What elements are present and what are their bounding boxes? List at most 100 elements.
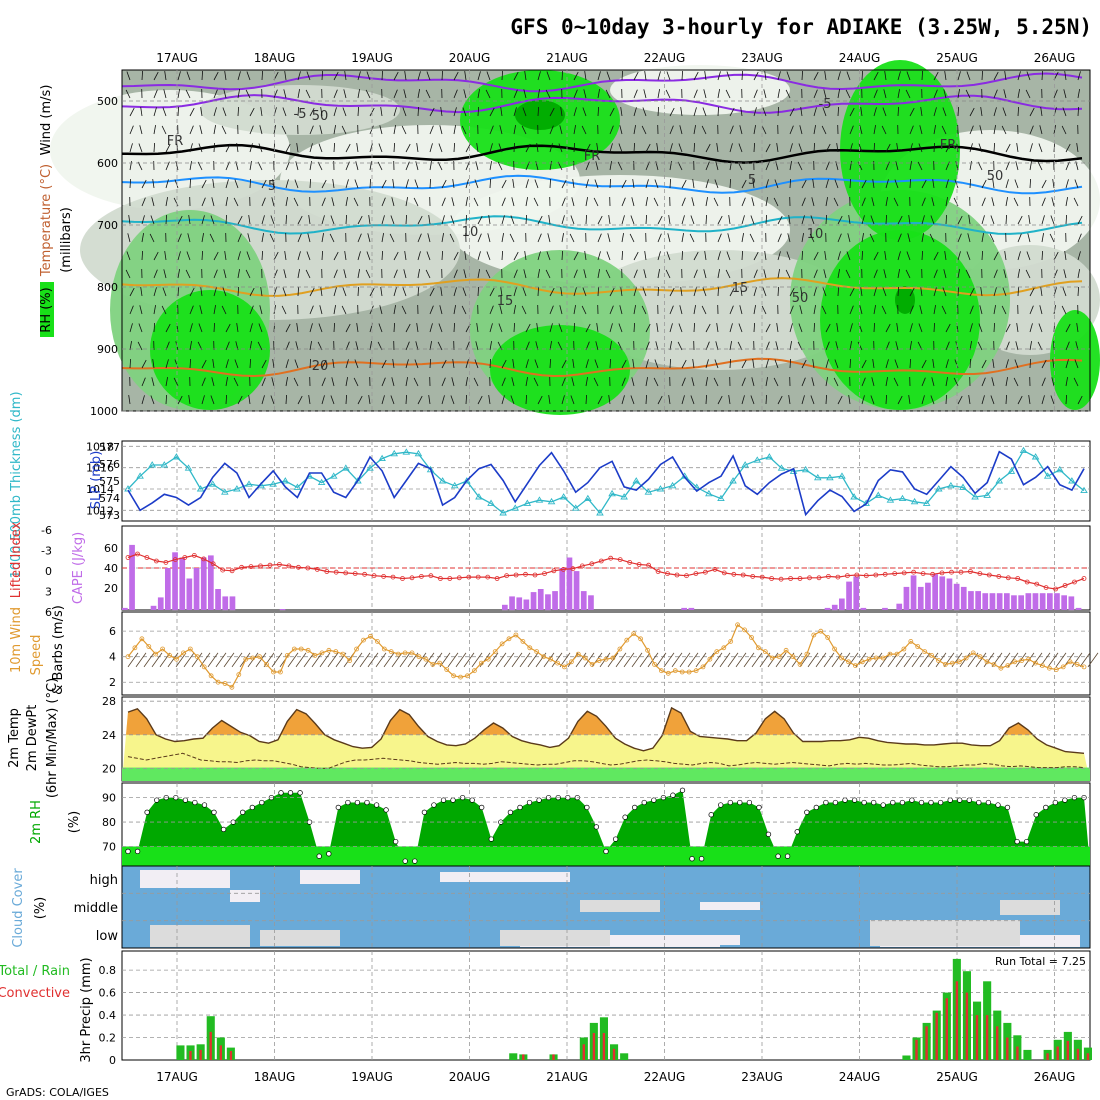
lifted-marker bbox=[286, 563, 292, 569]
wind-speed-marker bbox=[652, 662, 657, 667]
wind-barb bbox=[237, 71, 241, 81]
wind-barb bbox=[128, 215, 131, 225]
wind-barb bbox=[464, 251, 467, 261]
wind-barb bbox=[1041, 233, 1044, 243]
wind-barb bbox=[489, 107, 495, 117]
wind-speed-marker bbox=[264, 662, 270, 667]
cape-bar bbox=[537, 589, 544, 610]
wind-barb bbox=[341, 125, 347, 135]
wind-barb bbox=[813, 322, 815, 333]
wind-barb bbox=[248, 395, 251, 405]
wind-barb bbox=[1052, 179, 1055, 189]
wind-barb bbox=[309, 341, 312, 351]
wind-barb bbox=[620, 107, 623, 117]
wind-barb bbox=[681, 377, 686, 387]
wind-barb bbox=[308, 215, 311, 225]
wind-speed-marker bbox=[575, 651, 581, 657]
wind-barb bbox=[741, 395, 745, 405]
wind-barb bbox=[173, 377, 179, 387]
lifted-marker bbox=[172, 557, 178, 562]
slp-tick: 1014 bbox=[86, 483, 114, 496]
wind-barb-10m bbox=[1087, 652, 1099, 668]
wind-barb bbox=[429, 161, 432, 171]
wind-barb bbox=[561, 197, 566, 207]
temperature-contour bbox=[121, 174, 1083, 195]
wind-barb bbox=[872, 359, 875, 369]
wind-barb bbox=[185, 269, 191, 279]
wind-barb bbox=[187, 233, 191, 243]
rh2m-marker bbox=[1033, 812, 1039, 818]
wind-barb bbox=[632, 179, 635, 189]
lifted-marker bbox=[721, 570, 727, 576]
wind-barb bbox=[237, 89, 240, 99]
wind-barb bbox=[753, 251, 759, 261]
wind-barb bbox=[957, 89, 960, 99]
lifted-marker bbox=[418, 574, 424, 579]
wind-barb bbox=[761, 125, 767, 135]
wind-barb bbox=[332, 179, 335, 189]
wind-barb bbox=[945, 323, 951, 333]
wind-barb bbox=[152, 359, 155, 369]
rh2m-marker bbox=[871, 799, 877, 806]
wind-barb bbox=[933, 251, 939, 261]
wind-barb bbox=[329, 233, 335, 243]
wind-barb bbox=[261, 233, 264, 243]
wind-barb bbox=[441, 70, 443, 81]
wind-barb bbox=[966, 71, 971, 81]
wind-barb bbox=[666, 71, 671, 81]
wind-barb bbox=[837, 269, 840, 279]
wind-barb bbox=[285, 323, 291, 333]
wind-barb bbox=[765, 179, 769, 189]
wind-barb bbox=[477, 89, 480, 99]
wind-barb bbox=[357, 251, 361, 261]
wind-barb bbox=[873, 287, 877, 297]
wind-barb bbox=[573, 305, 576, 315]
wind-barb bbox=[1074, 359, 1079, 369]
wind-barb bbox=[259, 305, 263, 315]
wind-barb bbox=[185, 89, 191, 99]
wind-barb-10m bbox=[711, 652, 723, 668]
wind-barb bbox=[401, 305, 407, 315]
wind-barb bbox=[186, 71, 191, 81]
wind-barb bbox=[165, 359, 169, 369]
wind-barb bbox=[953, 377, 959, 387]
wind-barb bbox=[897, 233, 902, 243]
wind-barb bbox=[345, 143, 351, 153]
wind-barb bbox=[1063, 89, 1067, 99]
wind-barb bbox=[585, 197, 588, 207]
cape-bar bbox=[516, 597, 523, 610]
wind-barb bbox=[378, 323, 383, 333]
wind-barb bbox=[127, 233, 131, 243]
wind-barb bbox=[513, 125, 516, 135]
wind-speed-marker bbox=[153, 651, 159, 657]
lifted-marker bbox=[901, 570, 907, 576]
rh2m-marker bbox=[861, 799, 867, 806]
wind-barb bbox=[992, 179, 995, 189]
rh-legend bbox=[40, 282, 54, 337]
wind-speed-marker bbox=[194, 654, 200, 660]
wind-barb bbox=[557, 341, 563, 351]
wind-barb-10m bbox=[127, 652, 139, 668]
wind-barb bbox=[213, 71, 219, 81]
wind-barb bbox=[272, 359, 275, 369]
wind-barb bbox=[285, 197, 288, 207]
wind-barb bbox=[1076, 323, 1079, 333]
wind-barb bbox=[933, 305, 936, 315]
wind-barb bbox=[693, 142, 695, 153]
wind-barb bbox=[908, 215, 911, 225]
slp-tick: 1016 bbox=[86, 462, 114, 475]
wind-barb bbox=[837, 233, 842, 243]
thickness-marker bbox=[1068, 477, 1076, 484]
wind-barb bbox=[787, 233, 791, 243]
wind-barb bbox=[258, 323, 263, 333]
wind-barb bbox=[957, 395, 963, 405]
wind-barb bbox=[1065, 341, 1070, 351]
wind-speed-marker bbox=[769, 655, 775, 661]
wind-barb bbox=[921, 233, 924, 243]
wind-barb bbox=[633, 305, 636, 315]
wind-barb bbox=[475, 341, 479, 351]
wind-barb bbox=[645, 394, 647, 405]
wind-barb bbox=[1028, 395, 1031, 405]
wind-barb bbox=[427, 233, 431, 243]
thickness-tick: 574 bbox=[99, 492, 120, 505]
